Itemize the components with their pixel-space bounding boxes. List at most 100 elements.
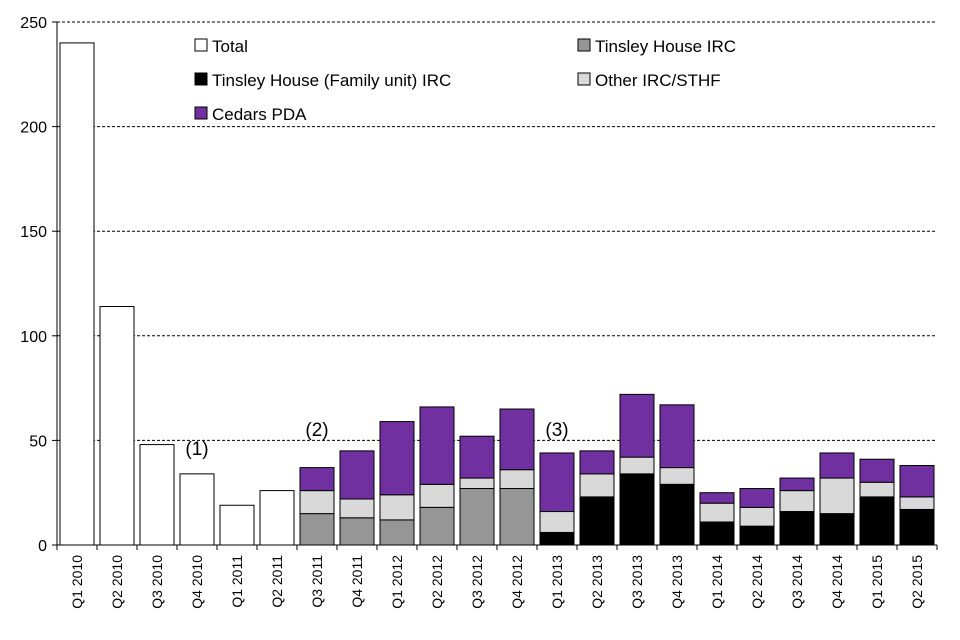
bar-cedars-pda-q4-2012 [499,408,535,471]
bar-cedars-pda-q3-2012 [459,435,495,479]
bar-tinsley-house-irc-q1-2012 [379,519,415,546]
x-tick-label-q3-2010: Q3 2010 [149,555,165,609]
y-tick-label-100: 100 [20,329,47,346]
bar-other-irc-sthf-q3-2013 [619,456,655,475]
bar-tinsley-house-family-unit-irc-q2-2014 [739,525,775,546]
x-tick-label-q3-2013: Q3 2013 [629,555,645,609]
x-tick-label-q4-2011: Q4 2011 [349,555,365,608]
bar-cedars-pda-q3-2014 [779,477,815,492]
legend-swatch-total [194,38,208,52]
bar-total-q2-2011 [259,490,295,546]
bar-tinsley-house-irc-q4-2012 [499,488,535,546]
bar-tinsley-house-irc-q4-2011 [339,517,375,546]
x-tick-label-q1-2013: Q1 2013 [549,555,565,609]
bar-cedars-pda-q1-2015 [859,458,895,483]
bar-cedars-pda-q2-2015 [899,465,935,498]
y-tick-label-250: 250 [20,15,47,32]
bar-other-irc-sthf-q2-2014 [739,506,775,527]
bar-cedars-pda-q1-2012 [379,421,415,496]
bar-cedars-pda-q3-2011 [299,467,335,492]
bar-total-q4-2010 [179,473,215,546]
bar-other-irc-sthf-q1-2014 [699,502,735,523]
bar-total-q2-2010 [99,306,135,546]
legend-label-total: Total [212,37,248,56]
bar-other-irc-sthf-q4-2013 [659,467,695,485]
bar-cedars-pda-q2-2013 [579,450,615,475]
x-tick-label-q4-2012: Q4 2012 [509,555,525,609]
bar-tinsley-house-family-unit-irc-q2-2013 [579,496,615,546]
x-tick-label-q2-2010: Q2 2010 [109,555,125,609]
bar-total-q1-2010 [59,42,95,546]
x-tick-label-q1-2015: Q1 2015 [869,555,885,609]
x-tick-label-q1-2011: Q1 2011 [229,555,245,608]
bar-tinsley-house-family-unit-irc-q1-2015 [859,496,895,546]
bar-tinsley-house-family-unit-irc-q2-2015 [899,508,935,546]
x-axis-ticks: Q1 2010 Q2 2010 Q3 2010 Q4 2010 Q1 2011 Q2 20… [56,545,938,609]
legend-label-other-irc-sthf: Other IRC/STHF [595,71,721,90]
annotations: (1) (2) (3) [185,420,568,460]
x-tick-label-q2-2011: Q2 2011 [269,555,285,608]
axes [56,22,937,546]
legend-label-tinsley-house-family-unit-irc: Tinsley House (Family unit) IRC [212,71,451,90]
bar-tinsley-house-family-unit-irc-q4-2014 [819,513,855,546]
y-tick-label-50: 50 [29,433,47,450]
x-tick-label-q4-2013: Q4 2013 [669,555,685,609]
x-tick-label-q1-2012: Q1 2012 [389,555,405,609]
bar-other-irc-sthf-q3-2014 [779,490,815,513]
y-tick-label-150: 150 [20,224,47,241]
x-tick-label-q4-2014: Q4 2014 [829,555,845,609]
x-tick-label-q3-2012: Q3 2012 [469,555,485,609]
x-tick-label-q2-2015: Q2 2015 [909,555,925,609]
annotation-2: (2) [305,420,328,441]
bar-other-irc-sthf-q1-2013 [539,511,575,533]
legend-label-tinsley-house-irc: Tinsley House IRC [595,37,736,56]
annotation-3: (3) [545,420,568,441]
bar-tinsley-house-irc-q3-2011 [299,513,335,546]
y-tick-label-0: 0 [38,538,47,555]
x-tick-label-q2-2014: Q2 2014 [749,555,765,609]
bar-other-irc-sthf-q2-2012 [419,483,455,508]
x-tick-label-q1-2014: Q1 2014 [709,555,725,609]
bar-cedars-pda-q4-2011 [339,450,375,500]
bar-cedars-pda-q2-2012 [419,406,455,485]
bar-tinsley-house-family-unit-irc-q1-2013 [539,531,575,546]
bar-tinsley-house-family-unit-irc-q3-2014 [779,511,815,546]
bar-cedars-pda-q4-2014 [819,452,855,479]
x-tick-label-q4-2010: Q4 2010 [189,555,205,609]
x-tick-label-q3-2011: Q3 2011 [309,555,325,608]
bar-other-irc-sthf-q1-2015 [859,481,895,498]
bar-other-irc-sthf-q2-2013 [579,473,615,498]
legend: Total Tinsley House IRC Tinsley House (Fam… [194,37,736,124]
bar-cedars-pda-q4-2013 [659,404,695,469]
bar-tinsley-house-irc-q2-2012 [419,506,455,546]
bar-other-irc-sthf-q4-2012 [499,469,535,490]
bar-series [59,42,935,546]
bar-tinsley-house-irc-q3-2012 [459,488,495,546]
bar-tinsley-house-family-unit-irc-q1-2014 [699,521,735,546]
bar-cedars-pda-q1-2014 [699,492,735,504]
y-axis-ticks: 0 50 100 150 200 250 [20,15,57,555]
legend-swatch-cedars-pda [194,106,208,120]
bar-other-irc-sthf-q3-2011 [299,490,335,515]
bar-other-irc-sthf-q4-2014 [819,477,855,515]
bar-other-irc-sthf-q3-2012 [459,477,495,490]
annotation-1: (1) [185,439,208,460]
x-tick-label-q3-2014: Q3 2014 [789,555,805,609]
x-tick-label-q2-2012: Q2 2012 [429,555,445,609]
bar-other-irc-sthf-q2-2015 [899,496,935,510]
bar-other-irc-sthf-q4-2011 [339,498,375,519]
legend-swatch-other-irc-sthf [577,72,591,86]
legend-swatch-tinsley-house-irc [577,38,591,52]
legend-label-cedars-pda: Cedars PDA [212,105,307,124]
bar-cedars-pda-q2-2014 [739,488,775,508]
x-tick-label-q1-2010: Q1 2010 [69,555,85,609]
gridlines [57,21,937,441]
x-tick-label-q2-2013: Q2 2013 [589,555,605,609]
bar-tinsley-house-family-unit-irc-q4-2013 [659,483,695,546]
bar-cedars-pda-q1-2013 [539,452,575,513]
bar-tinsley-house-family-unit-irc-q3-2013 [619,473,655,546]
bar-other-irc-sthf-q1-2012 [379,494,415,521]
legend-swatch-tinsley-house-family-unit-irc [194,72,208,86]
bar-total-q1-2011 [219,504,255,546]
